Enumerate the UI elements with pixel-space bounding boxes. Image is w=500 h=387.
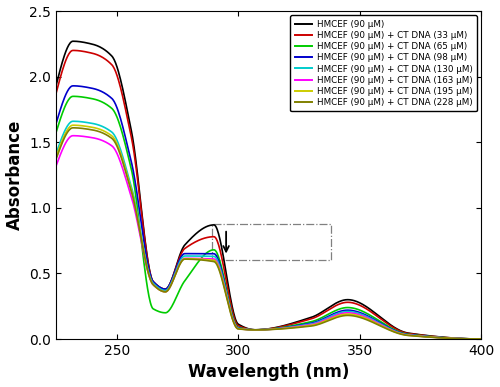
HMCEF (90 μM) — [70, 39, 76, 44]
X-axis label: Wavelength (nm): Wavelength (nm) — [188, 363, 350, 382]
HMCEF (90 μM) + CT DNA (163 μM) — [163, 289, 169, 294]
HMCEF (90 μM) + CT DNA (65 μM) — [70, 94, 76, 99]
Line: HMCEF (90 μM) + CT DNA (163 μM): HMCEF (90 μM) + CT DNA (163 μM) — [56, 136, 482, 339]
HMCEF (90 μM) + CT DNA (130 μM) — [163, 288, 169, 293]
HMCEF (90 μM) + CT DNA (65 μM) — [374, 317, 380, 322]
HMCEF (90 μM) + CT DNA (98 μM) — [129, 162, 135, 167]
HMCEF (90 μM) + CT DNA (98 μM) — [304, 322, 310, 326]
HMCEF (90 μM) + CT DNA (163 μM) — [304, 323, 310, 327]
HMCEF (90 μM) + CT DNA (195 μM) — [338, 313, 344, 317]
HMCEF (90 μM) + CT DNA (195 μM) — [70, 123, 76, 127]
HMCEF (90 μM) + CT DNA (98 μM) — [374, 319, 380, 323]
HMCEF (90 μM) + CT DNA (195 μM) — [478, 337, 484, 341]
HMCEF (90 μM) + CT DNA (65 μM) — [338, 307, 344, 311]
HMCEF (90 μM) + CT DNA (65 μM) — [304, 320, 310, 325]
HMCEF (90 μM) — [246, 327, 252, 331]
HMCEF (90 μM) + CT DNA (33 μM) — [478, 337, 484, 341]
HMCEF (90 μM) + CT DNA (228 μM) — [304, 324, 310, 329]
HMCEF (90 μM) + CT DNA (33 μM) — [70, 48, 76, 53]
HMCEF (90 μM) + CT DNA (163 μM) — [246, 327, 252, 332]
HMCEF (90 μM) + CT DNA (228 μM) — [478, 337, 484, 341]
HMCEF (90 μM) + CT DNA (130 μM) — [70, 119, 76, 123]
HMCEF (90 μM) + CT DNA (163 μM) — [374, 320, 380, 325]
Line: HMCEF (90 μM) + CT DNA (98 μM): HMCEF (90 μM) + CT DNA (98 μM) — [56, 86, 482, 339]
HMCEF (90 μM) + CT DNA (163 μM) — [129, 197, 135, 201]
HMCEF (90 μM) — [53, 84, 59, 88]
HMCEF (90 μM) — [163, 287, 169, 291]
HMCEF (90 μM) — [374, 312, 380, 317]
HMCEF (90 μM) + CT DNA (33 μM) — [338, 301, 344, 306]
HMCEF (90 μM) + CT DNA (33 μM) — [163, 287, 169, 291]
HMCEF (90 μM) + CT DNA (65 μM) — [129, 170, 135, 174]
HMCEF (90 μM) + CT DNA (163 μM) — [53, 164, 59, 168]
HMCEF (90 μM) + CT DNA (65 μM) — [246, 327, 252, 332]
HMCEF (90 μM) + CT DNA (228 μM) — [338, 314, 344, 319]
HMCEF (90 μM) + CT DNA (98 μM) — [338, 309, 344, 313]
HMCEF (90 μM) + CT DNA (130 μM) — [478, 337, 484, 341]
Line: HMCEF (90 μM) + CT DNA (195 μM): HMCEF (90 μM) + CT DNA (195 μM) — [56, 125, 482, 339]
Line: HMCEF (90 μM) + CT DNA (65 μM): HMCEF (90 μM) + CT DNA (65 μM) — [56, 96, 482, 339]
HMCEF (90 μM) + CT DNA (130 μM) — [374, 320, 380, 324]
HMCEF (90 μM) + CT DNA (98 μM) — [478, 337, 484, 341]
HMCEF (90 μM) + CT DNA (195 μM) — [129, 189, 135, 194]
HMCEF (90 μM) — [478, 337, 484, 341]
HMCEF (90 μM) + CT DNA (33 μM) — [304, 318, 310, 322]
HMCEF (90 μM) + CT DNA (98 μM) — [163, 287, 169, 291]
HMCEF (90 μM) + CT DNA (65 μM) — [478, 337, 484, 341]
HMCEF (90 μM) + CT DNA (228 μM) — [70, 125, 76, 130]
HMCEF (90 μM) — [129, 132, 135, 136]
HMCEF (90 μM) + CT DNA (195 μM) — [246, 327, 252, 332]
HMCEF (90 μM) + CT DNA (228 μM) — [374, 322, 380, 327]
Line: HMCEF (90 μM) + CT DNA (33 μM): HMCEF (90 μM) + CT DNA (33 μM) — [56, 50, 482, 339]
HMCEF (90 μM) — [338, 299, 344, 303]
HMCEF (90 μM) + CT DNA (98 μM) — [246, 327, 252, 332]
Line: HMCEF (90 μM): HMCEF (90 μM) — [56, 41, 482, 339]
HMCEF (90 μM) + CT DNA (65 μM) — [163, 310, 169, 315]
HMCEF (90 μM) + CT DNA (195 μM) — [163, 289, 169, 294]
HMCEF (90 μM) + CT DNA (228 μM) — [246, 327, 252, 332]
HMCEF (90 μM) + CT DNA (228 μM) — [53, 157, 59, 162]
HMCEF (90 μM) + CT DNA (130 μM) — [304, 322, 310, 327]
HMCEF (90 μM) + CT DNA (33 μM) — [246, 327, 252, 332]
HMCEF (90 μM) + CT DNA (163 μM) — [338, 312, 344, 316]
HMCEF (90 μM) + CT DNA (98 μM) — [70, 84, 76, 88]
HMCEF (90 μM) + CT DNA (228 μM) — [129, 191, 135, 196]
HMCEF (90 μM) + CT DNA (163 μM) — [70, 134, 76, 138]
HMCEF (90 μM) + CT DNA (130 μM) — [53, 152, 59, 156]
Line: HMCEF (90 μM) + CT DNA (130 μM): HMCEF (90 μM) + CT DNA (130 μM) — [56, 121, 482, 339]
Y-axis label: Absorbance: Absorbance — [6, 120, 24, 230]
Line: HMCEF (90 μM) + CT DNA (228 μM): HMCEF (90 μM) + CT DNA (228 μM) — [56, 128, 482, 339]
HMCEF (90 μM) + CT DNA (130 μM) — [246, 327, 252, 332]
HMCEF (90 μM) + CT DNA (130 μM) — [129, 187, 135, 191]
HMCEF (90 μM) + CT DNA (195 μM) — [374, 321, 380, 326]
HMCEF (90 μM) + CT DNA (195 μM) — [53, 155, 59, 159]
HMCEF (90 μM) + CT DNA (163 μM) — [478, 337, 484, 341]
Legend: HMCEF (90 μM), HMCEF (90 μM) + CT DNA (33 μM), HMCEF (90 μM) + CT DNA (65 μM), H: HMCEF (90 μM), HMCEF (90 μM) + CT DNA (3… — [290, 15, 477, 111]
HMCEF (90 μM) + CT DNA (130 μM) — [338, 310, 344, 315]
HMCEF (90 μM) + CT DNA (98 μM) — [53, 122, 59, 126]
HMCEF (90 μM) + CT DNA (65 μM) — [53, 130, 59, 135]
HMCEF (90 μM) — [304, 316, 310, 321]
HMCEF (90 μM) + CT DNA (33 μM) — [374, 314, 380, 319]
HMCEF (90 μM) + CT DNA (228 μM) — [163, 289, 169, 294]
HMCEF (90 μM) + CT DNA (33 μM) — [129, 138, 135, 142]
HMCEF (90 μM) + CT DNA (195 μM) — [304, 324, 310, 328]
HMCEF (90 μM) + CT DNA (33 μM) — [53, 91, 59, 96]
